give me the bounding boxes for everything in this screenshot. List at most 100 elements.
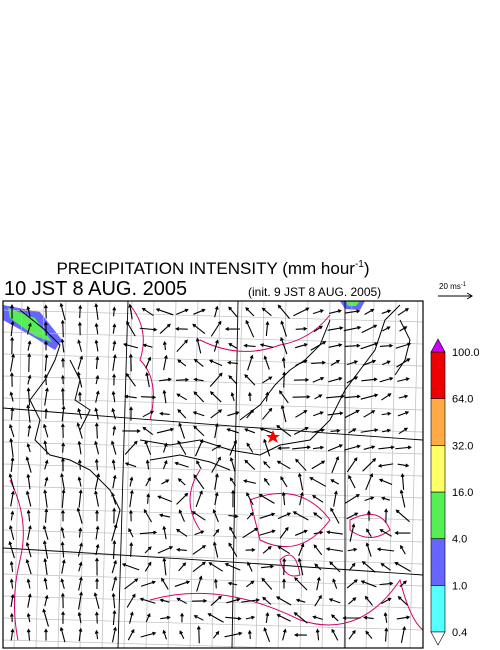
wind-arrow [379, 376, 394, 383]
wind-arrow [367, 510, 371, 521]
grid-line [123, 301, 133, 648]
wind-arrow [76, 507, 83, 524]
wind-arrow [397, 463, 410, 468]
wind-arrow [112, 539, 117, 559]
wind-arrow [259, 343, 274, 348]
wind-arrow [193, 474, 205, 490]
wind-arrow [293, 612, 308, 624]
wind-arrow [174, 461, 189, 468]
wind-arrow [27, 525, 32, 540]
wind-arrow [362, 457, 377, 472]
wind-arrow [77, 542, 83, 557]
wind-arrow [246, 442, 254, 453]
wind-arrow [26, 442, 31, 453]
wind-arrow [363, 410, 376, 418]
wind-arrow [124, 462, 137, 468]
wind-arrow [344, 343, 361, 348]
wind-arrow [332, 578, 338, 589]
wind-arrow [155, 308, 174, 316]
wind-arrow [159, 598, 170, 603]
wind-arrow [295, 410, 308, 418]
wind-arrow [94, 490, 100, 507]
wind-arrow [27, 352, 32, 372]
colorbar-label: 32.0 [452, 440, 473, 452]
wind-arrow [180, 612, 184, 623]
wind-arrow [95, 525, 100, 540]
wind-arrow [314, 394, 323, 400]
wind-arrow [112, 507, 117, 524]
wind-arrow [95, 509, 99, 522]
wind-arrow [196, 625, 201, 644]
wind-arrow [366, 528, 372, 538]
wind-arrow [26, 387, 31, 406]
wind-arrow [195, 337, 202, 354]
wind-arrow [44, 508, 49, 523]
wind-arrow [145, 612, 151, 623]
wind-arrow [43, 440, 48, 455]
wind-arrow [228, 343, 238, 349]
wind-arrow [246, 511, 254, 520]
wind-arrow [140, 631, 157, 638]
wind-arrow [242, 527, 259, 539]
wind-arrow [60, 592, 65, 609]
wind-arrow [78, 576, 83, 591]
wind-arrow [158, 513, 171, 518]
colorbar-label: 1.0 [452, 580, 467, 592]
wind-arrow [43, 373, 48, 386]
wind-arrow [144, 440, 152, 456]
wind-arrow [213, 339, 219, 352]
wind-arrow [25, 456, 32, 473]
wind-arrow [146, 493, 151, 504]
wind-arrow [111, 576, 118, 591]
wind-arrow [128, 527, 134, 538]
wind-arrow [112, 425, 117, 436]
wind-arrow [243, 479, 256, 484]
grid-line [321, 301, 331, 648]
wind-arrow [94, 322, 99, 335]
wind-arrow [400, 626, 407, 643]
wind-arrow [25, 558, 32, 575]
wind-arrow [247, 629, 252, 640]
wind-arrow [395, 342, 412, 349]
wind-arrow [144, 546, 152, 554]
wind-arrow [294, 529, 308, 536]
wind-arrow [61, 489, 66, 508]
grid-line [3, 573, 423, 587]
wind-arrow [330, 359, 341, 366]
wind-arrow [26, 404, 31, 423]
wind-arrow [311, 360, 326, 365]
wind-arrow [9, 353, 15, 372]
wind-arrow [261, 307, 272, 317]
wind-arrow [312, 615, 323, 620]
wind-arrow [276, 460, 291, 470]
wind-arrow [111, 390, 116, 403]
wind-arrow [179, 630, 185, 639]
wind-arrow [127, 628, 135, 641]
wind-arrow [60, 541, 65, 558]
wind-arrow [111, 626, 117, 643]
wind-arrow [397, 308, 410, 316]
wind-arrow [8, 540, 15, 559]
wind-arrow [208, 562, 223, 572]
wind-arrow [44, 459, 49, 470]
wind-arrow [59, 626, 66, 643]
wind-arrow [77, 476, 82, 487]
wind-arrow [78, 489, 83, 508]
wind-arrow [214, 305, 219, 318]
wind-arrow [361, 324, 378, 334]
grid-line [145, 301, 155, 648]
wind-arrow [275, 596, 292, 606]
wind-arrow [330, 428, 341, 433]
wind-arrow [139, 530, 158, 535]
wind-arrow [142, 410, 155, 418]
wind-arrow [295, 326, 308, 331]
wind-arrow [142, 343, 153, 348]
wind-arrow [384, 627, 389, 642]
wind-arrow [379, 529, 392, 537]
wind-arrow [395, 509, 410, 523]
grid-line [3, 397, 423, 411]
wind-arrow [26, 322, 32, 335]
wind-arrow [262, 545, 272, 554]
title: PRECIPITATION INTENSITY (mm hour-1) [56, 259, 369, 278]
